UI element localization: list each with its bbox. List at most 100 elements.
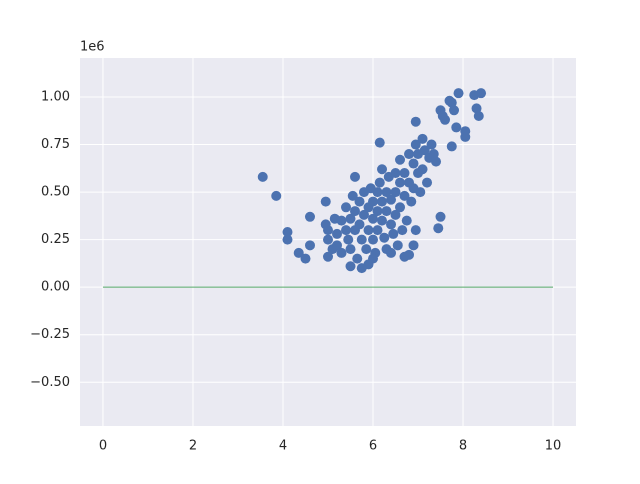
scatter-point	[379, 232, 390, 243]
x-tick-label: 0	[99, 439, 107, 454]
x-tick-label: 2	[189, 439, 197, 454]
scatter-point	[320, 196, 331, 207]
scatter-point	[428, 149, 439, 160]
scatter-point	[361, 244, 372, 255]
scatter-point	[410, 139, 421, 150]
scatter-point	[350, 206, 361, 217]
scatter-point	[368, 234, 379, 245]
scatter-point	[323, 251, 333, 262]
scatter-point	[323, 234, 333, 245]
scatter-point	[417, 164, 428, 175]
scatter-point	[377, 196, 388, 207]
scatter-point	[386, 194, 397, 205]
scatter-point	[395, 202, 406, 213]
scatter-point	[446, 141, 457, 152]
scatter-point	[422, 177, 433, 188]
y-offset-label: 1e6	[80, 40, 105, 55]
scatter-point	[341, 202, 352, 213]
scatter-point	[444, 95, 455, 106]
scatter-point	[433, 223, 444, 234]
scatter-point	[352, 253, 363, 264]
scatter-point	[341, 225, 352, 236]
scatter-point	[406, 196, 417, 207]
scatter-point	[408, 158, 419, 169]
scatter-point	[329, 213, 340, 224]
scatter-point	[282, 227, 293, 238]
scatter-point	[388, 228, 399, 239]
scatter-point	[374, 177, 385, 188]
scatter-point	[395, 154, 406, 165]
scatter-point	[347, 190, 358, 201]
scatter-point	[345, 213, 356, 224]
scatter-point	[336, 247, 347, 258]
scatter-point	[399, 190, 410, 201]
scatter-point	[354, 196, 365, 207]
y-tick-label: 0.00	[41, 280, 70, 295]
x-tick-label: 8	[459, 439, 467, 454]
scatter-point	[460, 126, 471, 137]
x-tick-label: 10	[545, 439, 562, 454]
y-tick-label: 1.00	[41, 89, 70, 104]
scatter-point	[392, 240, 403, 251]
scatter-point	[363, 225, 374, 236]
scatter-point	[354, 219, 365, 230]
scatter-point	[359, 209, 370, 220]
scatter-point	[304, 211, 315, 222]
scatter-point	[345, 244, 356, 255]
scatter-point	[451, 122, 462, 133]
scatter-point	[372, 187, 383, 198]
scatter-point	[476, 88, 487, 99]
y-tick-label: 0.50	[41, 185, 70, 200]
scatter-point	[368, 196, 379, 207]
scatter-point	[453, 88, 464, 99]
scatter-point	[399, 251, 410, 262]
scatter-point	[293, 247, 304, 258]
scatter-point	[399, 168, 410, 179]
scatter-point	[377, 215, 388, 226]
y-tick-label: −0.25	[30, 327, 70, 342]
scatter-point	[390, 187, 401, 198]
scatter-point	[390, 209, 401, 220]
scatter-point	[408, 240, 419, 251]
scatter-point	[390, 168, 401, 179]
scatter-point	[350, 171, 361, 182]
scatter-point	[320, 219, 331, 230]
scatter-point	[431, 156, 442, 167]
scatter-point	[381, 187, 392, 198]
scatter-point	[440, 114, 451, 125]
scatter-point	[435, 211, 446, 222]
y-tick-label: −0.50	[30, 375, 70, 390]
scatter-point	[417, 133, 428, 144]
scatter-point	[410, 116, 421, 127]
scatter-point	[426, 139, 437, 150]
scatter-point	[368, 213, 379, 224]
scatter-point	[372, 225, 383, 236]
scatter-point	[374, 137, 385, 148]
scatter-point	[327, 244, 338, 255]
y-tick-label: 0.75	[41, 137, 70, 152]
y-tick-label: 0.25	[41, 232, 70, 247]
scatter-point	[377, 164, 388, 175]
scatter-point	[304, 240, 315, 251]
scatter-point	[449, 105, 460, 116]
scatter-point	[386, 219, 397, 230]
scatter-point	[332, 228, 343, 239]
x-tick-label: 6	[369, 439, 377, 454]
scatter-point	[381, 206, 392, 217]
scatter-point	[282, 234, 293, 245]
scatter-point	[401, 215, 412, 226]
scatter-point	[471, 103, 482, 114]
scatter-point	[271, 190, 282, 201]
scatter-point	[372, 206, 383, 217]
scatter-point	[356, 234, 367, 245]
scatter-point	[410, 225, 421, 236]
x-tick-label: 4	[279, 439, 287, 454]
scatter-point	[415, 187, 426, 198]
scatter-point	[257, 171, 268, 182]
scatter-point	[386, 247, 397, 258]
scatter-point	[397, 225, 408, 236]
scatter-point	[343, 234, 354, 245]
scatter-point	[404, 149, 415, 160]
scatter-point	[368, 253, 379, 264]
